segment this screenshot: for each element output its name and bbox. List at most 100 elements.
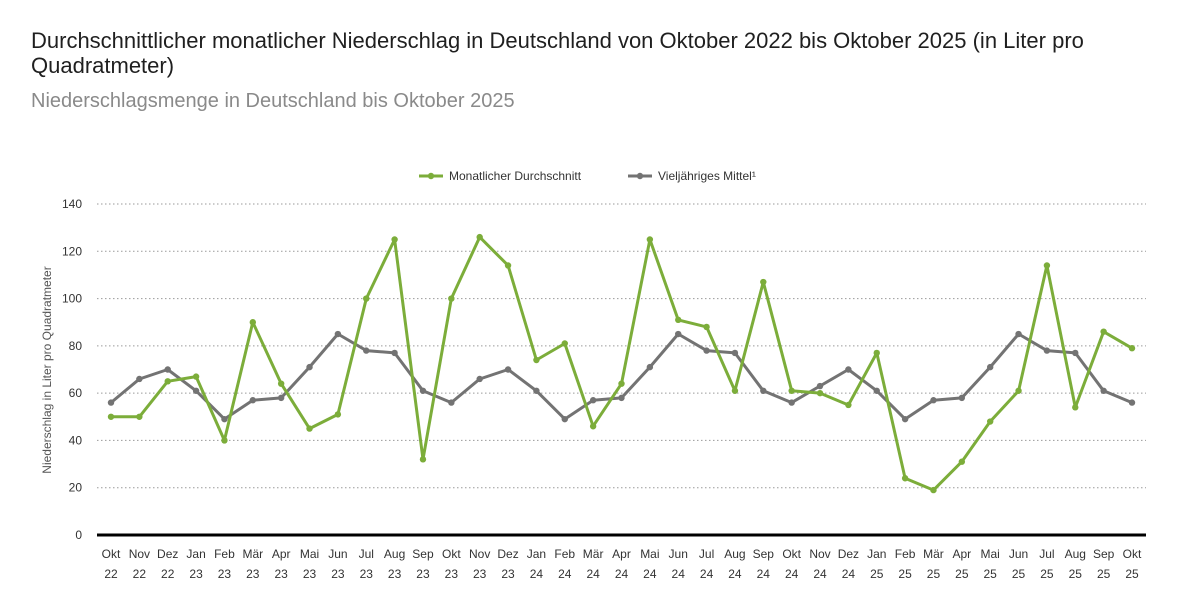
x-tick-year: 24 xyxy=(728,567,742,581)
x-tick-year: 25 xyxy=(1125,567,1139,581)
x-tick-month: Jan xyxy=(867,547,886,561)
x-tick-3: Jan 23 xyxy=(186,547,205,581)
legend[interactable]: Monatlicher Durchschnitt Vieljähriges Mit… xyxy=(419,169,756,183)
data-point xyxy=(930,486,937,494)
y-tick-label-120: 120 xyxy=(62,244,82,258)
x-tick-29: Mär 25 xyxy=(923,547,944,581)
x-tick-month: Jun xyxy=(1009,547,1028,561)
data-point xyxy=(1100,387,1107,394)
x-axis-ticks: Okt 22 Nov 22 Dez 22 Jan 23 Feb 23 Mär 23 Apr 23 Mai 23… xyxy=(102,547,1142,581)
x-tick-month: Feb xyxy=(895,547,916,561)
x-tick-month: Aug xyxy=(384,547,405,561)
x-tick-year: 25 xyxy=(955,567,969,581)
data-point xyxy=(277,380,285,387)
y-tick-label-60: 60 xyxy=(69,386,83,400)
data-point xyxy=(873,387,880,394)
data-point xyxy=(192,373,200,380)
x-tick-month: Feb xyxy=(214,547,235,561)
x-tick-month: Jul xyxy=(359,547,374,561)
data-point xyxy=(391,349,398,357)
y-tick-label-40: 40 xyxy=(69,433,83,447)
data-point xyxy=(221,415,228,423)
x-tick-year: 23 xyxy=(501,567,515,581)
x-tick-36: Okt 25 xyxy=(1123,547,1142,581)
data-point xyxy=(533,356,540,364)
data-point xyxy=(675,316,682,324)
x-tick-year: 25 xyxy=(898,567,912,581)
data-point xyxy=(731,349,739,357)
data-point xyxy=(618,394,625,402)
data-point xyxy=(419,387,427,394)
x-tick-month: Aug xyxy=(724,547,745,561)
data-point xyxy=(1128,345,1136,352)
data-point xyxy=(363,347,370,354)
data-point xyxy=(618,380,625,387)
x-tick-month: Okt xyxy=(102,547,121,561)
x-tick-month: Sep xyxy=(1093,547,1115,561)
data-point xyxy=(476,375,483,383)
data-point xyxy=(646,236,654,243)
x-tick-month: Mai xyxy=(300,547,319,561)
legend-item-1[interactable]: Vieljähriges Mittel¹ xyxy=(628,169,756,183)
data-point xyxy=(306,425,313,432)
x-tick-13: Nov 23 xyxy=(469,547,490,581)
x-tick-35: Sep 25 xyxy=(1093,547,1115,581)
x-tick-23: Sep 24 xyxy=(753,547,775,581)
x-tick-month: Sep xyxy=(412,547,434,561)
chart-title: Durchschnittlicher monatlicher Niedersch… xyxy=(31,28,1084,78)
data-point xyxy=(419,456,427,463)
x-tick-month: Mai xyxy=(640,547,659,561)
x-tick-20: Jun 24 xyxy=(669,547,688,581)
data-point xyxy=(136,413,143,420)
x-tick-2: Dez 22 xyxy=(157,547,178,581)
x-tick-year: 23 xyxy=(445,567,459,581)
legend-item-0[interactable]: Monatlicher Durchschnitt xyxy=(419,169,582,183)
x-tick-33: Jul 25 xyxy=(1039,547,1054,581)
x-tick-year: 23 xyxy=(388,567,402,581)
data-point xyxy=(391,236,398,243)
data-point xyxy=(589,397,597,404)
x-tick-year: 23 xyxy=(274,567,288,581)
data-point xyxy=(277,394,285,402)
y-axis-label: Niederschlag in Liter pro Quadratmeter xyxy=(40,266,54,473)
x-tick-year: 24 xyxy=(530,567,544,581)
x-tick-year: 24 xyxy=(785,567,799,581)
x-tick-year: 24 xyxy=(558,567,572,581)
x-tick-year: 24 xyxy=(757,567,771,581)
data-point xyxy=(986,363,994,371)
data-point xyxy=(192,387,200,394)
x-tick-27: Jan 25 xyxy=(867,547,886,581)
x-tick-month: Okt xyxy=(782,547,801,561)
x-tick-month: Jul xyxy=(699,547,714,561)
data-point xyxy=(986,418,994,425)
y-tick-label-80: 80 xyxy=(69,339,83,353)
x-tick-30: Apr 25 xyxy=(952,547,971,581)
series-0 xyxy=(107,233,1136,494)
x-tick-month: Apr xyxy=(952,547,971,561)
x-tick-17: Mär 24 xyxy=(583,547,604,581)
data-point xyxy=(788,399,795,406)
x-tick-month: Feb xyxy=(554,547,575,561)
data-point xyxy=(448,399,455,406)
data-point xyxy=(703,323,710,331)
data-point xyxy=(901,415,909,423)
series-line xyxy=(109,235,1134,492)
data-point xyxy=(703,347,710,354)
x-tick-21: Jul 24 xyxy=(699,547,714,581)
x-tick-24: Okt 24 xyxy=(782,547,801,581)
x-tick-year: 25 xyxy=(1012,567,1026,581)
x-tick-16: Feb 24 xyxy=(554,547,575,581)
x-tick-10: Aug 23 xyxy=(384,547,405,581)
x-tick-month: Aug xyxy=(1065,547,1086,561)
x-tick-32: Jun 25 xyxy=(1009,547,1028,581)
series-group xyxy=(107,233,1136,494)
x-tick-month: Jun xyxy=(328,547,347,561)
data-point xyxy=(958,458,966,465)
x-tick-month: Jul xyxy=(1039,547,1054,561)
data-point xyxy=(504,366,512,373)
x-tick-25: Nov 24 xyxy=(809,547,830,581)
x-tick-0: Okt 22 xyxy=(102,547,121,581)
data-point xyxy=(1128,399,1136,406)
x-tick-18: Apr 24 xyxy=(612,547,631,581)
x-tick-28: Feb 25 xyxy=(895,547,916,581)
